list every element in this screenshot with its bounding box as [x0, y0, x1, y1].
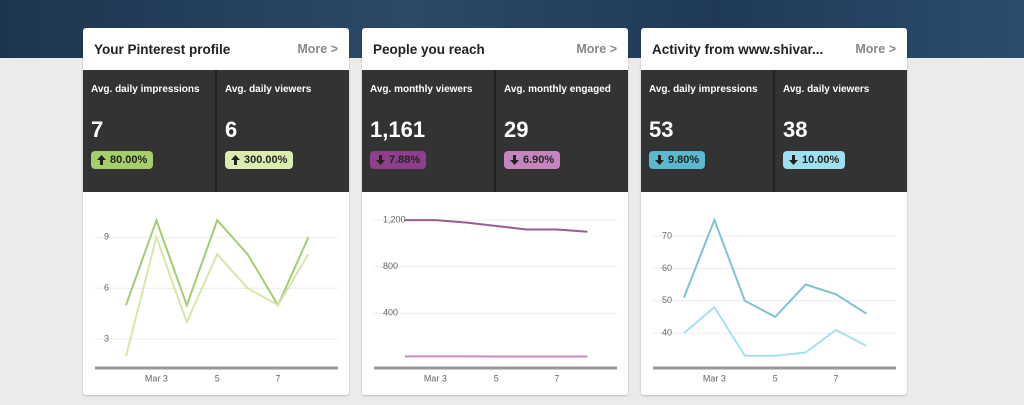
y-tick-label: 40 [662, 327, 672, 337]
x-tick-label: 5 [773, 373, 778, 383]
y-tick-label: 9 [104, 232, 109, 242]
stat-label: Avg. daily impressions [91, 84, 200, 95]
stat-value: 6 [225, 117, 238, 142]
arrow [789, 155, 798, 165]
arrow-icon [231, 155, 240, 165]
line-chart: 40 50 60 70 Mar 3 5 7 [653, 217, 896, 383]
stat: Avg. daily impressions 7 80.00% [83, 70, 215, 192]
arrow [655, 155, 664, 165]
change-badge: 9.80% [649, 151, 706, 169]
change-text: 7.88% [389, 154, 421, 166]
change-text: 6.90% [523, 154, 555, 166]
stat: Avg. monthly viewers 1,161 7.88% [362, 70, 494, 192]
stat-label: Avg. monthly viewers [370, 84, 473, 95]
y-tick-label: 1,200 [383, 215, 406, 225]
change-badge: 300.00% [225, 151, 294, 169]
stat: Avg. daily impressions 53 9.80% [641, 70, 773, 192]
stats: Avg. daily impressions 53 9.80% Avg. daily … [641, 70, 907, 192]
series-line [405, 219, 588, 233]
x-tick-label: 7 [833, 373, 838, 383]
card: People you reach More > Avg. monthly viewe… [362, 28, 628, 395]
change-badge: 7.88% [370, 151, 427, 169]
stat-label: Avg. monthly engaged [504, 84, 611, 95]
x-tick-label: 7 [554, 373, 559, 383]
y-tick-label: 50 [662, 295, 672, 305]
arrow-icon [789, 155, 798, 165]
x-tick-label: 5 [215, 373, 220, 383]
arrow [231, 155, 240, 165]
x-tick-label: 5 [494, 373, 499, 383]
arrow [97, 155, 106, 165]
card-title: Your Pinterest profile [94, 41, 231, 57]
y-tick-label: 60 [662, 263, 672, 273]
change-badge: 10.00% [783, 151, 846, 169]
stat-label: Avg. daily impressions [649, 84, 758, 95]
stat-label: Avg. daily viewers [225, 84, 312, 95]
change-text: 300.00% [244, 154, 288, 166]
stats: Avg. daily impressions 7 80.00% Avg. daily … [83, 70, 349, 192]
arrow-icon [510, 155, 519, 165]
stats: Avg. monthly viewers 1,161 7.88% Avg. month… [362, 70, 628, 192]
change-badge: 6.90% [504, 151, 561, 169]
card-title: People you reach [373, 41, 485, 57]
arrow-icon [655, 155, 664, 165]
line-chart: 3 6 9 Mar 3 5 7 [95, 217, 338, 383]
change-text: 10.00% [802, 154, 840, 166]
card-title: Activity from www.shivar... [652, 41, 824, 57]
arrow-icon [376, 155, 385, 165]
y-tick-label: 6 [104, 283, 109, 293]
card-header: People you reach More > [362, 28, 628, 70]
y-tick-label: 3 [104, 334, 109, 344]
arrow [510, 155, 519, 165]
stat-label: Avg. daily viewers [783, 84, 870, 95]
more-link[interactable]: More > [576, 42, 617, 56]
stat-value: 1,161 [370, 117, 426, 142]
change-badge: 80.00% [91, 151, 154, 169]
line-chart: 400 800 1,200 Mar 3 5 7 [374, 215, 617, 383]
stat-value: 38 [783, 117, 808, 142]
x-tick-label: Mar 3 [424, 373, 447, 383]
y-tick-label: 800 [383, 261, 398, 271]
x-tick-label: Mar 3 [145, 373, 168, 383]
card-header: Your Pinterest profile More > [83, 28, 349, 70]
x-tick-label: Mar 3 [703, 373, 726, 383]
stat: Avg. monthly engaged 29 6.90% [494, 70, 628, 192]
y-tick-label: 400 [383, 308, 398, 318]
change-text: 9.80% [668, 154, 700, 166]
y-tick-label: 70 [662, 230, 672, 240]
stat: Avg. daily viewers 38 10.00% [773, 70, 907, 192]
stat-value: 53 [649, 117, 674, 142]
card: Activity from www.shivar... More > Avg. da… [641, 28, 907, 395]
series-line [125, 233, 310, 357]
card: Your Pinterest profile More > Avg. daily i… [83, 28, 349, 395]
more-link[interactable]: More > [297, 42, 338, 56]
change-text: 80.00% [110, 154, 148, 166]
more-link[interactable]: More > [855, 42, 896, 56]
card-header: Activity from www.shivar... More > [641, 28, 907, 70]
series-line [683, 217, 867, 319]
arrow-icon [97, 155, 106, 165]
series-line [683, 305, 867, 357]
stat-value: 7 [91, 117, 104, 142]
stat-value: 29 [504, 117, 529, 142]
arrow [376, 155, 385, 165]
stat: Avg. daily viewers 6 300.00% [215, 70, 349, 192]
x-tick-label: 7 [275, 373, 280, 383]
series-line [125, 217, 310, 309]
